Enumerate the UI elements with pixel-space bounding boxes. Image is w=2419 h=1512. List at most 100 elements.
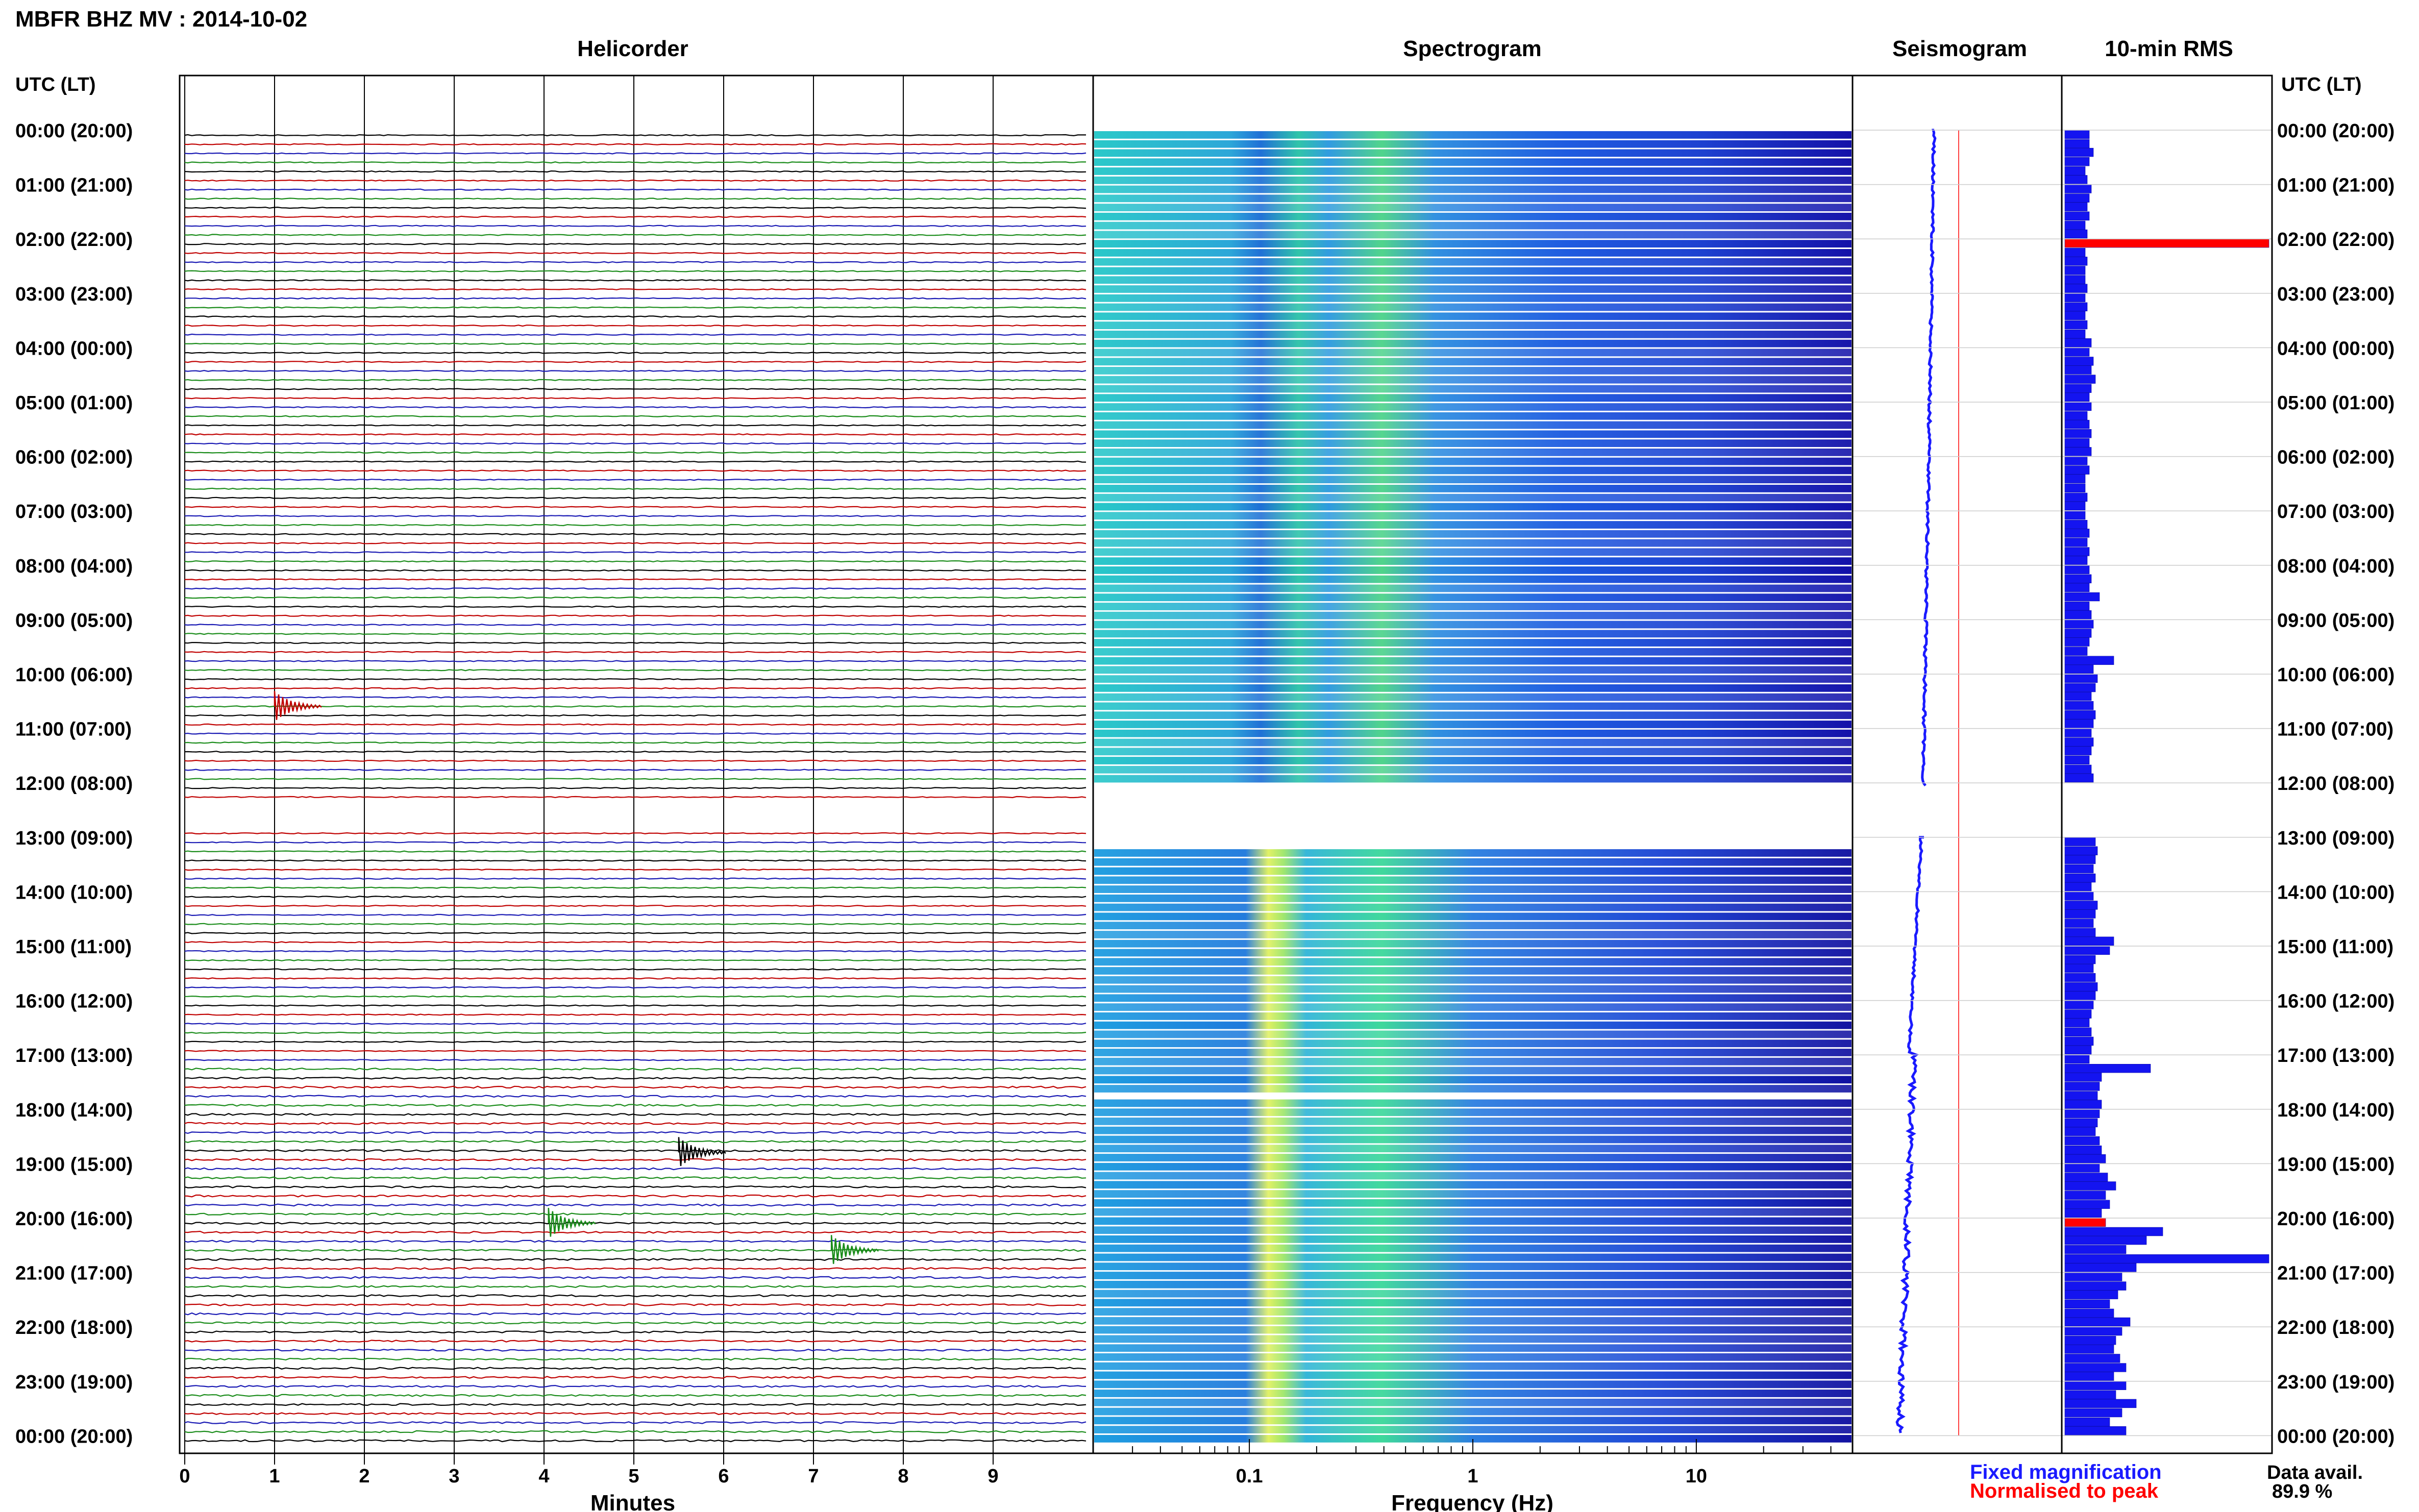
rms-bar <box>2064 691 2092 701</box>
rms-bar <box>2064 1363 2127 1372</box>
rms-bar <box>2064 1045 2092 1055</box>
time-label: 20:00 (16:00) <box>15 1208 133 1230</box>
helicorder-trace <box>184 288 1087 291</box>
helicorder-trace <box>184 324 1087 327</box>
helicorder-trace <box>184 1394 1087 1397</box>
rms-bar <box>2064 1091 2098 1100</box>
helicorder-trace <box>184 1013 1087 1016</box>
spectrogram-band <box>1094 1299 1852 1307</box>
helicorder-trace <box>184 1276 1087 1279</box>
spectrogram-band <box>1094 657 1852 665</box>
helicorder-trace <box>184 161 1087 164</box>
rms-bar <box>2064 728 2092 737</box>
helicorder-trace <box>184 723 1087 726</box>
rms-bar <box>2064 419 2090 429</box>
helicorder-trace <box>184 406 1087 409</box>
rms-bar <box>2064 737 2094 747</box>
spectrogram-band <box>1094 339 1852 348</box>
helicorder-trace <box>184 261 1087 263</box>
rms-bar <box>2064 492 2088 502</box>
time-label: 12:00 (08:00) <box>15 773 133 795</box>
spectrogram-band <box>1094 885 1852 893</box>
rms-bar <box>2064 1000 2094 1009</box>
rms-bar <box>2064 701 2094 710</box>
rms-bar <box>2064 483 2086 493</box>
spectrogram-band <box>1094 530 1852 538</box>
rms-bar <box>2064 175 2088 184</box>
rms-bar <box>2064 1326 2122 1336</box>
helicorder-trace <box>184 369 1087 373</box>
rms-bar <box>2064 574 2092 584</box>
rms-bar <box>2064 991 2096 1000</box>
helicorder-trace <box>184 669 1087 672</box>
spectrogram-band <box>1094 1126 1852 1134</box>
spectrogram-band <box>1094 584 1852 592</box>
rms-bar <box>2064 529 2090 538</box>
spectrogram-band <box>1094 449 1852 456</box>
rms-bar <box>2064 656 2114 665</box>
helicorder-trace <box>184 778 1087 780</box>
spectrogram-band <box>1094 693 1852 701</box>
rms-panel <box>2064 130 2269 1435</box>
spectrogram-band <box>1094 512 1852 520</box>
rms-bar <box>2064 1018 2090 1027</box>
helicorder-trace <box>184 1004 1087 1007</box>
helicorder-trace <box>184 913 1087 916</box>
rms-bar <box>2064 1036 2094 1046</box>
helicorder-trace <box>184 968 1087 971</box>
rms-bar <box>2064 1390 2116 1399</box>
helicorder-trace <box>184 1421 1087 1424</box>
helicorder-trace <box>184 469 1087 472</box>
spectrogram-band <box>1094 1003 1852 1011</box>
rms-bar <box>2064 1145 2102 1155</box>
helicorder-trace <box>184 1403 1087 1406</box>
spectrogram-band <box>1094 439 1852 447</box>
rms-bar <box>2064 1426 2127 1435</box>
rms-bar <box>2064 166 2086 176</box>
spectrogram-band <box>1094 976 1852 984</box>
x-axes: 0 1 2 3 4 5 6 7 8 9 0.1 1 10 <box>179 1453 1707 1487</box>
spectrogram-band <box>1094 675 1852 683</box>
spectrogram-band <box>1094 1344 1852 1352</box>
time-label: 23:00 (19:00) <box>2277 1372 2395 1393</box>
spectrogram-band <box>1094 1199 1852 1207</box>
rms-bar <box>2064 311 2086 320</box>
helicorder-trace <box>184 252 1087 255</box>
rms-bar <box>2064 147 2094 157</box>
helicorder-trace <box>184 352 1087 354</box>
rms-bar <box>2064 519 2088 529</box>
rms-bar <box>2064 247 2086 257</box>
rms-bar <box>2064 1100 2102 1109</box>
spectrogram-panel <box>1093 131 1853 1453</box>
helicorder-trace <box>184 1330 1087 1334</box>
rms-bar <box>2064 1173 2108 1182</box>
helicorder-trace <box>184 977 1087 980</box>
spectrogram-band <box>1094 757 1852 764</box>
spectrogram-band <box>1094 1390 1852 1397</box>
data-availability-label: Data avail. <box>2267 1462 2363 1483</box>
helicorder-trace <box>184 1230 1087 1234</box>
helicorder-trace <box>184 750 1087 753</box>
spectrogram-band <box>1094 385 1852 393</box>
helicorder-trace <box>184 796 1087 799</box>
spectrogram-band <box>1094 1253 1852 1261</box>
helicorder-trace <box>184 877 1087 880</box>
rms-bar <box>2064 375 2096 384</box>
spectrogram-band <box>1094 403 1852 411</box>
helicorder-trace <box>185 551 1087 554</box>
helicorder-trace <box>184 442 1087 445</box>
helicorder-frame <box>179 75 1094 1454</box>
spectrogram-band <box>1094 1190 1852 1198</box>
rms-bar <box>2064 1064 2151 1073</box>
time-label: 01:00 (21:00) <box>15 175 133 196</box>
spectrogram-band <box>1094 521 1852 529</box>
rms-bar <box>2064 664 2094 674</box>
spectrogram-band <box>1094 648 1852 656</box>
helicorder-trace <box>184 1249 1087 1252</box>
time-label: 08:00 (04:00) <box>15 556 133 577</box>
spectrogram-band <box>1094 149 1852 157</box>
minutes-tick-label: 4 <box>538 1466 549 1487</box>
helicorder-trace <box>184 270 1087 272</box>
helicorder-trace <box>184 1384 1087 1388</box>
rms-bar <box>2064 465 2090 475</box>
